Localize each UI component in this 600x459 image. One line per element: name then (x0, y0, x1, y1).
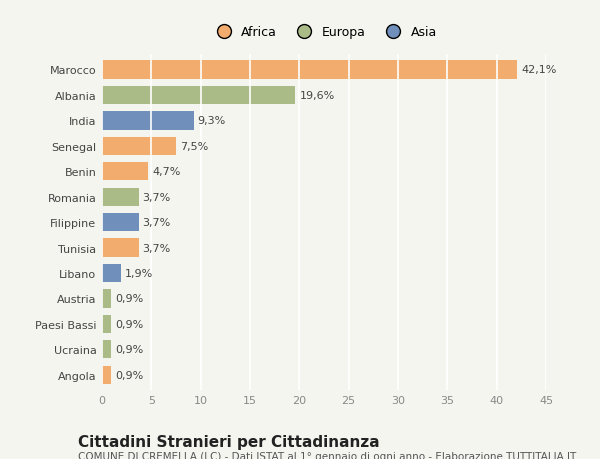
Text: 0,9%: 0,9% (115, 294, 143, 304)
Bar (102, 213, 139, 232)
Bar (102, 162, 148, 181)
Text: 42,1%: 42,1% (521, 65, 557, 75)
Bar (102, 112, 194, 130)
Text: Cittadini Stranieri per Cittadinanza: Cittadini Stranieri per Cittadinanza (78, 434, 380, 449)
Bar (102, 87, 295, 105)
Bar (102, 264, 121, 283)
Bar (102, 61, 517, 79)
Text: 7,5%: 7,5% (180, 141, 208, 151)
Bar (102, 188, 139, 207)
Bar (102, 315, 111, 333)
Text: 0,9%: 0,9% (115, 345, 143, 354)
Bar (102, 239, 139, 257)
Text: 3,7%: 3,7% (142, 243, 171, 253)
Bar (102, 366, 111, 384)
Text: 3,7%: 3,7% (142, 192, 171, 202)
Text: 4,7%: 4,7% (152, 167, 181, 177)
Text: 19,6%: 19,6% (299, 91, 335, 101)
Text: 1,9%: 1,9% (125, 269, 153, 278)
Text: 9,3%: 9,3% (198, 116, 226, 126)
Text: 0,9%: 0,9% (115, 319, 143, 329)
Text: 0,9%: 0,9% (115, 370, 143, 380)
Text: 3,7%: 3,7% (142, 218, 171, 228)
Bar (102, 137, 176, 156)
Text: COMUNE DI CREMELLA (LC) - Dati ISTAT al 1° gennaio di ogni anno - Elaborazione T: COMUNE DI CREMELLA (LC) - Dati ISTAT al … (78, 451, 576, 459)
Bar (102, 290, 111, 308)
Bar (102, 341, 111, 358)
Legend: Africa, Europa, Asia: Africa, Europa, Asia (206, 21, 442, 44)
